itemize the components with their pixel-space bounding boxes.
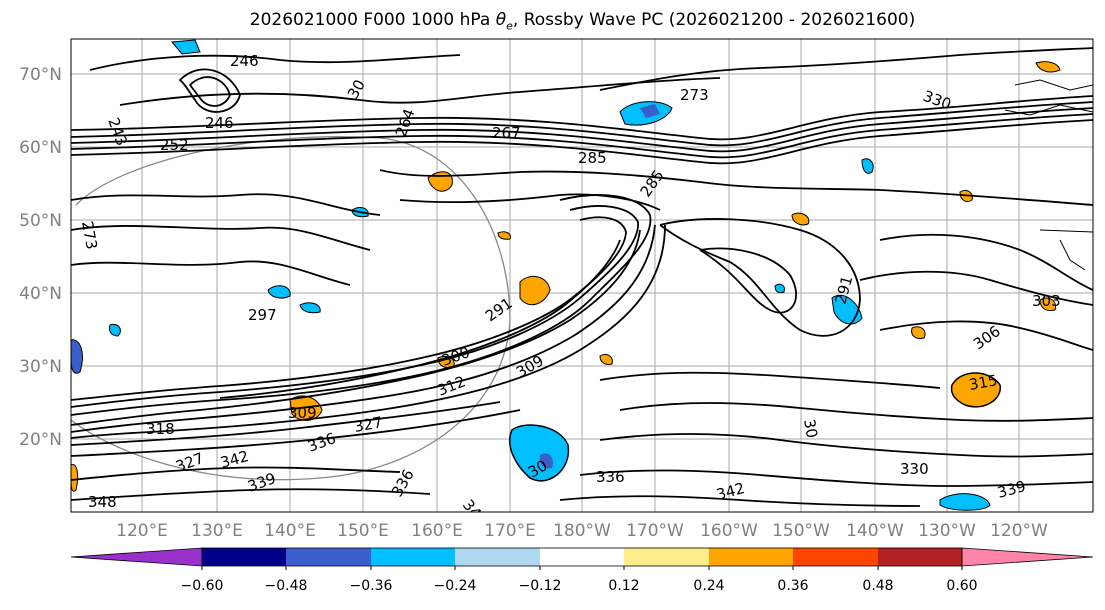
lon-label: 160°W	[700, 521, 758, 541]
contour-label: 252	[160, 136, 189, 154]
colorbar	[70, 547, 1094, 570]
colorbar-tick-label: 0.48	[862, 578, 893, 594]
lon-label: 150°W	[772, 521, 830, 541]
lon-label: 130°E	[191, 521, 243, 541]
lat-label: 60°N	[19, 138, 62, 158]
colorbar-tick-label: −0.36	[350, 578, 393, 594]
title-prefix: 2026021000 F000 1000 hPa	[249, 10, 496, 30]
colorbar-segment	[286, 548, 371, 566]
title-theta: θe	[495, 10, 513, 33]
lon-label: 120°W	[990, 521, 1048, 541]
lat-label: 50°N	[19, 211, 62, 231]
shaded-anomalies	[71, 39, 1061, 511]
latitude-labels: 70°N 60°N 50°N 40°N 30°N 20°N	[19, 65, 62, 450]
colorbar-extend-low	[70, 547, 203, 567]
contour-label: 336	[596, 468, 625, 486]
contour-label: 303	[1032, 292, 1061, 310]
contour-label: 246	[205, 114, 234, 132]
lon-label: 130°W	[918, 521, 976, 541]
contour-label: 246	[230, 52, 259, 70]
contour-label: 318	[146, 420, 175, 438]
lat-label: 20°N	[19, 430, 62, 450]
latitude-gridlines	[71, 73, 1093, 440]
colorbar-segment	[455, 548, 540, 566]
title-suffix: , Rossby Wave PC (2026021200 - 202602160…	[512, 10, 916, 30]
lon-label: 150°E	[337, 521, 389, 541]
lon-label: 120°E	[116, 521, 168, 541]
lon-label: 170°W	[626, 521, 684, 541]
contour-label: 330	[900, 460, 929, 478]
colorbar-segment	[540, 548, 624, 566]
colorbar-tick-label: −0.48	[265, 578, 308, 594]
contour-label: 297	[248, 306, 277, 324]
contour-label: 273	[680, 86, 709, 104]
colorbar-border	[201, 547, 963, 567]
colorbar-segment	[709, 548, 793, 566]
contour-label: 309	[288, 404, 317, 422]
colorbar-extend-high	[961, 547, 1094, 567]
plot-frame	[70, 38, 1094, 513]
colorbar-segment	[793, 548, 878, 566]
colorbar-segment	[878, 548, 962, 566]
colorbar-segment	[371, 548, 455, 566]
lat-label: 70°N	[19, 65, 62, 85]
longitude-labels: 120°E 130°E 140°E 150°E 160°E 170°E 180°…	[116, 521, 1048, 541]
lon-label: 180°W	[553, 521, 611, 541]
colorbar-tick-label: 0.12	[608, 578, 639, 594]
contour-label: 315	[968, 371, 999, 394]
colorbar-tick-label: −0.24	[434, 578, 477, 594]
colorbar-segment	[624, 548, 709, 566]
theta-e-contours	[71, 47, 1093, 507]
colorbar-segment	[202, 548, 286, 566]
lon-label: 170°E	[484, 521, 536, 541]
colorbar-tick-labels: −0.60 −0.48 −0.36 −0.24 −0.12 0.12 0.24 …	[181, 578, 978, 594]
contour-label: 273	[78, 220, 101, 251]
colorbar-tick-label: −0.60	[181, 578, 224, 594]
lat-label: 40°N	[19, 284, 62, 304]
map-title: 2026021000 F000 1000 hPa θe, Rossby Wave…	[0, 10, 1105, 32]
contour-label: 285	[578, 149, 607, 167]
lon-label: 140°E	[264, 521, 316, 541]
contour-label: 348	[88, 493, 117, 511]
lon-label: 160°E	[411, 521, 463, 541]
contour-label: 267	[492, 124, 521, 142]
reference-arcs	[71, 136, 511, 481]
colorbar-tick-label: −0.12	[519, 578, 562, 594]
lon-label: 140°W	[846, 521, 904, 541]
colorbar-tick-label: 0.24	[693, 578, 724, 594]
colorbar-tick-label: 0.36	[777, 578, 808, 594]
colorbar-tick-label: 0.60	[946, 578, 977, 594]
contour-label: 30	[800, 418, 821, 440]
lat-label: 30°N	[19, 357, 62, 377]
contour-label: 327	[353, 413, 384, 436]
